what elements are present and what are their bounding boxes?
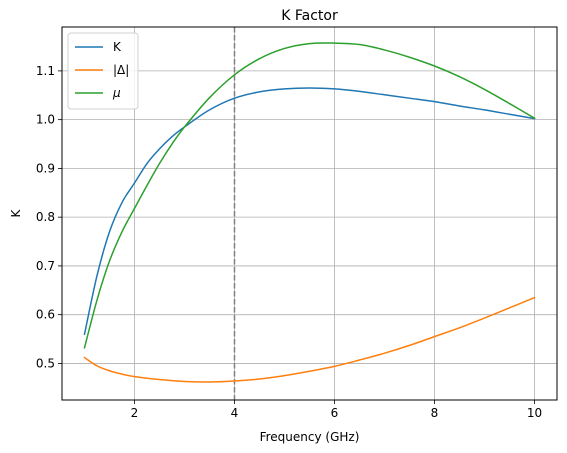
plot-area-frame bbox=[61, 26, 558, 401]
chart-title: K Factor bbox=[281, 8, 338, 24]
legend-label: μ bbox=[112, 86, 121, 100]
series-line-0 bbox=[83, 87, 536, 336]
legend-box bbox=[67, 32, 139, 110]
x-axis-label: Frequency (GHz) bbox=[260, 430, 360, 444]
y-tick-label: 0.8 bbox=[36, 210, 55, 224]
x-tick-label: 10 bbox=[527, 406, 542, 420]
y-tick-label: 1.0 bbox=[36, 113, 55, 127]
x-axis-ticks: 2 4 6 8 10 bbox=[131, 400, 542, 420]
y-axis-label: K bbox=[9, 208, 23, 217]
legend: K |Δ| μ bbox=[67, 32, 139, 110]
x-tick-label: 4 bbox=[231, 406, 239, 420]
y-tick-label: 0.9 bbox=[36, 161, 55, 175]
y-tick-label: 0.6 bbox=[36, 308, 55, 322]
y-axis-ticks: 0.5 0.6 0.7 0.8 0.9 1.0 1.1 bbox=[36, 64, 62, 370]
x-tick-label: 8 bbox=[431, 406, 439, 420]
legend-label: K bbox=[113, 40, 122, 54]
series-line-2 bbox=[83, 42, 536, 349]
y-tick-label: 1.1 bbox=[36, 64, 55, 78]
series-line-1 bbox=[83, 296, 536, 383]
x-tick-label: 2 bbox=[131, 406, 139, 420]
series-layer bbox=[83, 42, 536, 383]
legend-label: |Δ| bbox=[113, 63, 129, 77]
y-tick-label: 0.7 bbox=[36, 259, 55, 273]
x-tick-label: 6 bbox=[331, 406, 339, 420]
y-tick-label: 0.5 bbox=[36, 356, 55, 370]
